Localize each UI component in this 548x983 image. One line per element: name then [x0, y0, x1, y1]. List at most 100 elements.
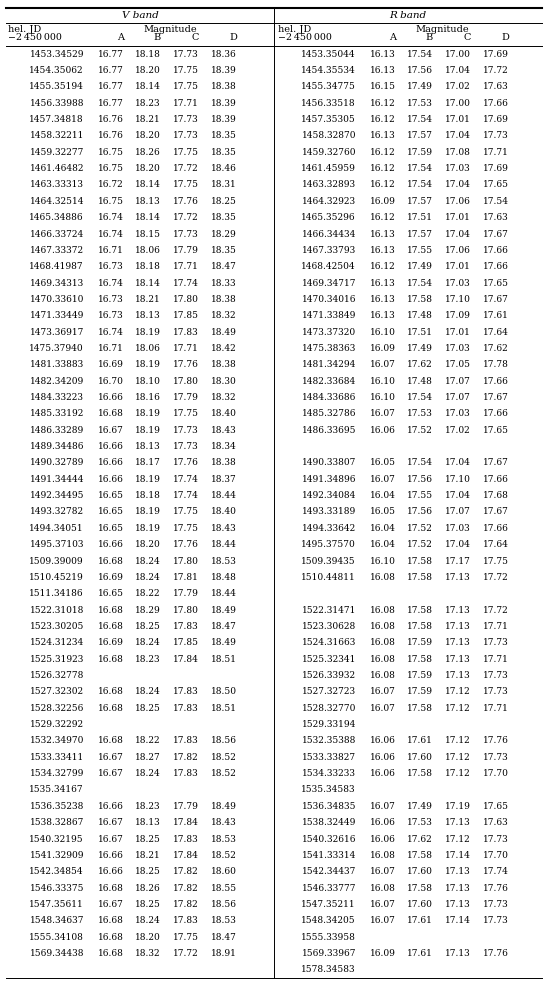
Text: 18.35: 18.35: [211, 213, 237, 222]
Text: 17.66: 17.66: [483, 524, 509, 533]
Text: 18.50: 18.50: [211, 687, 237, 696]
Text: 17.07: 17.07: [445, 507, 471, 516]
Text: 1569.34438: 1569.34438: [30, 949, 84, 958]
Text: 18.26: 18.26: [135, 147, 161, 156]
Text: 18.10: 18.10: [135, 376, 161, 385]
Text: 18.51: 18.51: [211, 655, 237, 664]
Text: 16.77: 16.77: [98, 50, 124, 59]
Text: 18.29: 18.29: [211, 230, 237, 239]
Text: 17.71: 17.71: [483, 655, 509, 664]
Text: 17.01: 17.01: [445, 262, 471, 271]
Text: 1463.32893: 1463.32893: [302, 181, 356, 190]
Text: 17.73: 17.73: [173, 132, 199, 141]
Text: 17.55: 17.55: [407, 246, 433, 255]
Text: 17.83: 17.83: [173, 769, 199, 779]
Text: B: B: [154, 33, 161, 42]
Text: 1481.33883: 1481.33883: [30, 361, 84, 370]
Text: 1467.33793: 1467.33793: [302, 246, 356, 255]
Text: 16.10: 16.10: [370, 376, 396, 385]
Text: 17.75: 17.75: [173, 66, 199, 75]
Text: 16.10: 16.10: [370, 393, 396, 402]
Text: 18.24: 18.24: [135, 573, 161, 582]
Text: 17.49: 17.49: [407, 802, 433, 811]
Text: 1469.34313: 1469.34313: [30, 278, 84, 288]
Text: 17.63: 17.63: [483, 818, 509, 827]
Text: 1482.33684: 1482.33684: [302, 376, 356, 385]
Text: 16.69: 16.69: [98, 573, 124, 582]
Text: 17.52: 17.52: [407, 524, 433, 533]
Text: 1538.32867: 1538.32867: [30, 818, 84, 827]
Text: 1533.33827: 1533.33827: [302, 753, 356, 762]
Text: 18.15: 18.15: [135, 230, 161, 239]
Text: 18.25: 18.25: [135, 622, 161, 631]
Text: 18.21: 18.21: [135, 295, 161, 304]
Text: 18.24: 18.24: [135, 916, 161, 925]
Text: Magnitude: Magnitude: [416, 26, 469, 34]
Text: 17.80: 17.80: [173, 606, 199, 614]
Text: 18.43: 18.43: [211, 426, 237, 434]
Text: 16.09: 16.09: [370, 949, 396, 958]
Text: 16.07: 16.07: [370, 409, 396, 419]
Text: 17.05: 17.05: [445, 361, 471, 370]
Text: 1528.32770: 1528.32770: [301, 704, 356, 713]
Text: 1534.33233: 1534.33233: [302, 769, 356, 779]
Text: 1484.33223: 1484.33223: [30, 393, 84, 402]
Text: 18.35: 18.35: [211, 246, 237, 255]
Text: 18.24: 18.24: [135, 638, 161, 648]
Text: 18.49: 18.49: [211, 327, 237, 336]
Text: 18.36: 18.36: [211, 50, 237, 59]
Text: 17.60: 17.60: [407, 899, 433, 909]
Text: 1569.33967: 1569.33967: [301, 949, 356, 958]
Text: 16.68: 16.68: [98, 884, 124, 893]
Text: 17.62: 17.62: [407, 835, 433, 843]
Text: 1527.32302: 1527.32302: [30, 687, 84, 696]
Text: 1541.32909: 1541.32909: [30, 851, 84, 860]
Text: 17.72: 17.72: [483, 606, 509, 614]
Text: 18.52: 18.52: [211, 753, 237, 762]
Text: 1540.32616: 1540.32616: [301, 835, 356, 843]
Text: 16.12: 16.12: [370, 164, 396, 173]
Text: 17.07: 17.07: [445, 376, 471, 385]
Text: 16.68: 16.68: [98, 606, 124, 614]
Text: 16.05: 16.05: [370, 458, 396, 468]
Text: 18.47: 18.47: [211, 933, 237, 942]
Text: 17.74: 17.74: [173, 278, 199, 288]
Text: 18.32: 18.32: [212, 393, 237, 402]
Text: 16.74: 16.74: [98, 213, 124, 222]
Text: 18.38: 18.38: [211, 361, 237, 370]
Text: 1536.35238: 1536.35238: [30, 802, 84, 811]
Text: 17.57: 17.57: [407, 197, 433, 205]
Text: 17.75: 17.75: [173, 524, 199, 533]
Text: 1470.34016: 1470.34016: [301, 295, 356, 304]
Text: 16.08: 16.08: [370, 622, 396, 631]
Text: 1528.32256: 1528.32256: [30, 704, 84, 713]
Text: 16.08: 16.08: [370, 606, 396, 614]
Text: 18.34: 18.34: [211, 442, 237, 451]
Text: 16.06: 16.06: [370, 753, 396, 762]
Text: 17.73: 17.73: [483, 132, 509, 141]
Text: 17.79: 17.79: [173, 393, 199, 402]
Text: 17.66: 17.66: [483, 475, 509, 484]
Text: 1532.34970: 1532.34970: [30, 736, 84, 745]
Text: 18.19: 18.19: [135, 361, 161, 370]
Text: 17.04: 17.04: [445, 230, 471, 239]
Text: 17.75: 17.75: [173, 181, 199, 190]
Text: 17.80: 17.80: [173, 376, 199, 385]
Text: 18.14: 18.14: [135, 213, 161, 222]
Text: 18.38: 18.38: [211, 458, 237, 468]
Text: 1524.31234: 1524.31234: [30, 638, 84, 648]
Text: 17.00: 17.00: [445, 98, 471, 108]
Text: 18.37: 18.37: [211, 475, 237, 484]
Text: 18.35: 18.35: [211, 147, 237, 156]
Text: 1525.31923: 1525.31923: [30, 655, 84, 664]
Text: 1458.32870: 1458.32870: [301, 132, 356, 141]
Text: 16.68: 16.68: [98, 916, 124, 925]
Text: 1468.42504: 1468.42504: [301, 262, 356, 271]
Text: 17.10: 17.10: [445, 295, 471, 304]
Text: 16.74: 16.74: [98, 230, 124, 239]
Text: 17.70: 17.70: [483, 851, 509, 860]
Text: 18.13: 18.13: [135, 197, 161, 205]
Text: 16.72: 16.72: [98, 181, 124, 190]
Text: 18.21: 18.21: [135, 115, 161, 124]
Text: 1546.33777: 1546.33777: [301, 884, 356, 893]
